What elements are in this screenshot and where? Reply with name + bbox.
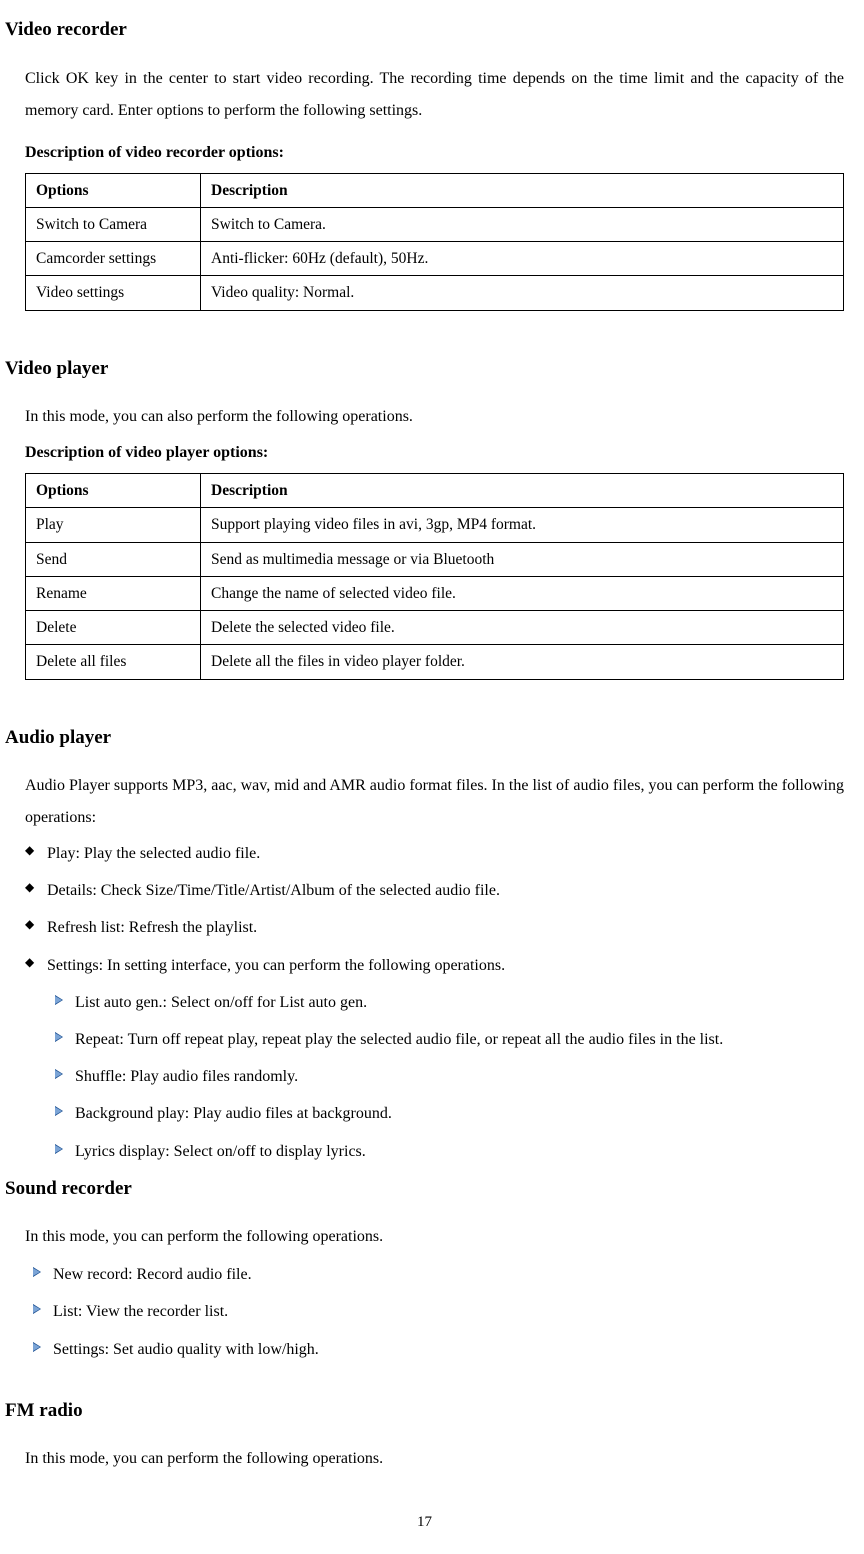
table-header: Description	[201, 173, 844, 207]
table-cell: Play	[26, 508, 201, 542]
table-cell: Rename	[26, 576, 201, 610]
table-row: PlaySupport playing video files in avi, …	[26, 508, 844, 542]
heading-video-recorder: Video recorder	[5, 16, 844, 45]
list-item: Play: Play the selected audio file.	[25, 840, 844, 867]
table-cell: Delete the selected video file.	[201, 611, 844, 645]
table-header: Options	[26, 474, 201, 508]
table-row: Switch to CameraSwitch to Camera.	[26, 207, 844, 241]
table-cell: Video settings	[26, 276, 201, 310]
list-item: New record: Record audio file.	[33, 1261, 844, 1288]
table-cell: Change the name of selected video file.	[201, 576, 844, 610]
table-row: Delete all filesDelete all the files in …	[26, 645, 844, 679]
audio-player-subitems: List auto gen.: Select on/off for List a…	[55, 989, 844, 1165]
table-row: Camcorder settingsAnti-flicker: 60Hz (de…	[26, 242, 844, 276]
list-item: List auto gen.: Select on/off for List a…	[55, 989, 844, 1016]
list-item: Shuffle: Play audio files randomly.	[55, 1063, 844, 1090]
intro-fm-radio: In this mode, you can perform the follow…	[25, 1443, 844, 1475]
heading-video-player: Video player	[5, 355, 844, 384]
table-header: Description	[201, 474, 844, 508]
list-item: Settings: Set audio quality with low/hig…	[33, 1336, 844, 1363]
table-row: Video settingsVideo quality: Normal.	[26, 276, 844, 310]
list-item: Details: Check Size/Time/Title/Artist/Al…	[25, 877, 844, 904]
heading-fm-radio: FM radio	[5, 1397, 844, 1426]
table-cell: Switch to Camera	[26, 207, 201, 241]
sound-recorder-subitems: New record: Record audio file. List: Vie…	[33, 1261, 844, 1363]
intro-video-recorder: Click OK key in the center to start vide…	[25, 63, 844, 127]
intro-audio-player: Audio Player supports MP3, aac, wav, mid…	[25, 770, 844, 834]
table-label-video-recorder: Description of video recorder options:	[25, 141, 844, 165]
list-item: Background play: Play audio files at bac…	[55, 1100, 844, 1127]
intro-sound-recorder: In this mode, you can perform the follow…	[25, 1221, 844, 1253]
table-row: SendSend as multimedia message or via Bl…	[26, 542, 844, 576]
page-number: 17	[5, 1511, 844, 1534]
table-cell: Camcorder settings	[26, 242, 201, 276]
list-item: List: View the recorder list.	[33, 1298, 844, 1325]
intro-video-player: In this mode, you can also perform the f…	[25, 401, 844, 433]
table-cell: Delete all the files in video player fol…	[201, 645, 844, 679]
table-cell: Delete	[26, 611, 201, 645]
list-item: Refresh list: Refresh the playlist.	[25, 914, 844, 941]
heading-sound-recorder: Sound recorder	[5, 1175, 844, 1204]
heading-audio-player: Audio player	[5, 724, 844, 753]
table-cell: Anti-flicker: 60Hz (default), 50Hz.	[201, 242, 844, 276]
list-item: Settings: In setting interface, you can …	[25, 952, 844, 979]
table-header: Options	[26, 173, 201, 207]
table-video-player: Options Description PlaySupport playing …	[25, 473, 844, 680]
list-item: Lyrics display: Select on/off to display…	[55, 1138, 844, 1165]
list-item: Repeat: Turn off repeat play, repeat pla…	[55, 1026, 844, 1053]
table-row: DeleteDelete the selected video file.	[26, 611, 844, 645]
table-cell: Switch to Camera.	[201, 207, 844, 241]
table-row: RenameChange the name of selected video …	[26, 576, 844, 610]
table-cell: Video quality: Normal.	[201, 276, 844, 310]
table-label-video-player: Description of video player options:	[25, 441, 844, 465]
table-cell: Send as multimedia message or via Blueto…	[201, 542, 844, 576]
audio-player-bullets: Play: Play the selected audio file. Deta…	[25, 840, 844, 979]
table-cell: Delete all files	[26, 645, 201, 679]
table-cell: Support playing video files in avi, 3gp,…	[201, 508, 844, 542]
table-video-recorder: Options Description Switch to CameraSwit…	[25, 173, 844, 311]
table-cell: Send	[26, 542, 201, 576]
